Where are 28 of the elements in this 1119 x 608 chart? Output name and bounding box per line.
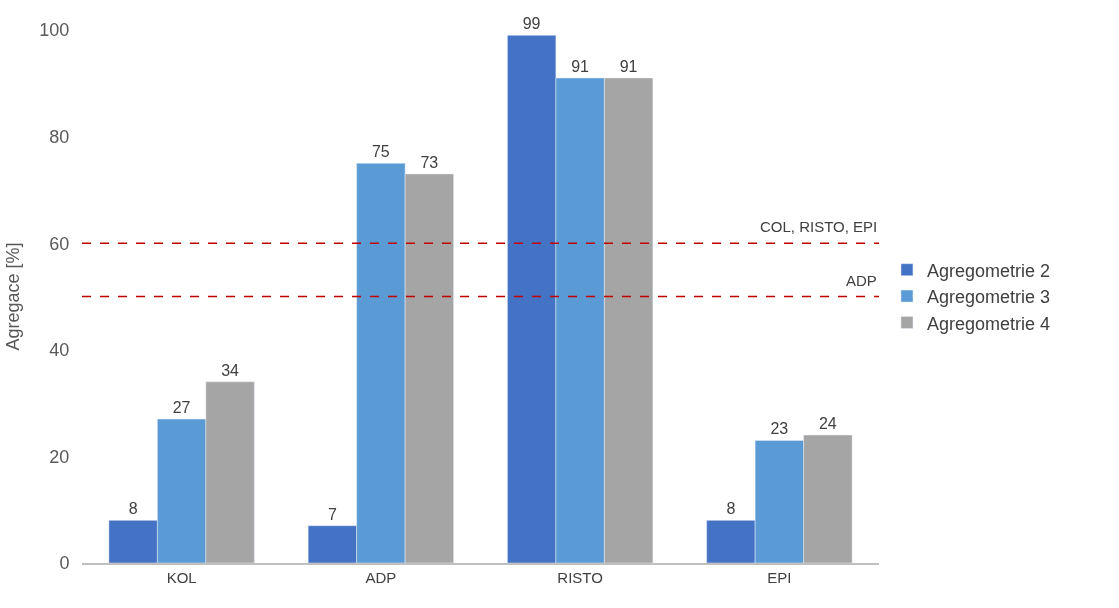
legend-label: Agregometrie 3 [926, 287, 1051, 308]
data-label: 75 [371, 143, 390, 161]
y-tick-label: 20 [49, 446, 70, 467]
data-label: 24 [818, 415, 837, 433]
x-tick-label: EPI [767, 568, 792, 586]
y-tick-label: 0 [59, 553, 70, 574]
ref-line-label: ADP [846, 272, 877, 289]
x-tick-label: RISTO [557, 568, 603, 586]
data-label: 34 [221, 361, 240, 379]
legend-label: Agregometrie 4 [926, 313, 1051, 334]
legend-label: Agregometrie 2 [926, 260, 1051, 281]
data-label: 8 [726, 500, 736, 518]
y-tick-label: 60 [49, 233, 70, 254]
data-label: 91 [619, 57, 638, 75]
y-axis-title: Agregace [%] [2, 242, 23, 351]
data-label: 91 [571, 57, 590, 75]
x-tick-label: KOL [166, 568, 197, 586]
x-tick-label: ADP [365, 568, 397, 586]
data-label: 27 [172, 399, 191, 417]
data-label: 99 [522, 15, 541, 33]
data-label: 7 [327, 505, 337, 523]
y-tick-label: 80 [49, 126, 70, 147]
y-tick-label: 40 [49, 340, 70, 361]
data-label: 23 [770, 420, 789, 438]
ref-line-label: COL, RISTO, EPI [760, 218, 878, 235]
data-label: 73 [420, 153, 439, 171]
y-tick-label: 100 [39, 20, 70, 41]
data-label: 8 [128, 500, 138, 518]
